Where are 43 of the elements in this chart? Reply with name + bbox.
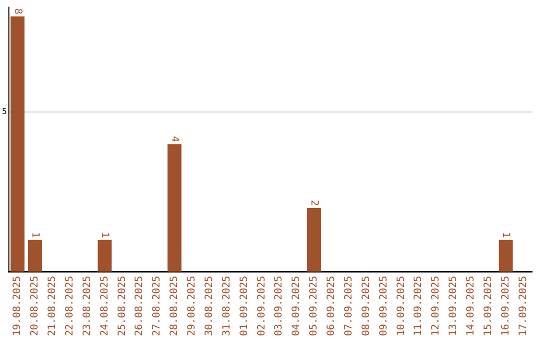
x-tick-label: 20.08.2025 xyxy=(30,276,41,336)
x-tick-label: 10.09.2025 xyxy=(396,276,407,336)
x-tick-label: 22.08.2025 xyxy=(64,276,76,336)
x-tick-label: 16.09.2025 xyxy=(500,276,512,336)
x-tick-label: 28.08.2025 xyxy=(169,276,180,336)
x-tick-label: 19.08.2025 xyxy=(12,276,24,336)
x-tick-label: 09.09.2025 xyxy=(378,276,390,336)
y-tick-label: 5 xyxy=(2,107,7,116)
x-tick-label: 29.08.2025 xyxy=(186,276,198,336)
x-tick-label: 11.09.2025 xyxy=(413,276,424,336)
x-tick-label: 21.08.2025 xyxy=(47,276,58,336)
x-tick-label: 30.08.2025 xyxy=(204,276,215,336)
x-tick-label: 14.09.2025 xyxy=(466,276,477,336)
bar xyxy=(28,240,42,272)
bar xyxy=(168,144,182,272)
x-tick-label: 03.09.2025 xyxy=(274,276,285,336)
data-label: 1 xyxy=(500,232,512,238)
x-tick-label: 17.09.2025 xyxy=(518,276,529,336)
x-tick-label: 13.09.2025 xyxy=(448,276,460,336)
x-tick-label: 27.08.2025 xyxy=(152,276,163,336)
bar xyxy=(498,240,513,272)
data-label: 2 xyxy=(308,200,320,206)
x-tick-label: 04.09.2025 xyxy=(291,276,302,336)
x-tick-label: 01.09.2025 xyxy=(238,276,250,336)
x-tick-label: 07.09.2025 xyxy=(343,276,354,336)
x-tick-label: 02.09.2025 xyxy=(256,276,268,336)
x-tick-label: 25.08.2025 xyxy=(116,276,128,336)
data-label: 8 xyxy=(12,8,23,14)
x-tick-label: 23.08.2025 xyxy=(82,276,93,336)
bar xyxy=(98,240,112,272)
x-tick-label: 31.08.2025 xyxy=(221,276,232,336)
x-tick-label: 15.09.2025 xyxy=(482,276,494,336)
data-label: 1 xyxy=(99,232,110,238)
x-tick-label: 05.09.2025 xyxy=(308,276,320,336)
data-label: 4 xyxy=(168,136,180,142)
bar xyxy=(10,16,25,272)
bar xyxy=(307,208,321,272)
data-label: 1 xyxy=(29,232,40,238)
x-tick-label: 06.09.2025 xyxy=(326,276,338,336)
x-tick-label: 24.08.2025 xyxy=(99,276,110,336)
x-tick-label: 08.09.2025 xyxy=(360,276,372,336)
x-tick-label: 12.09.2025 xyxy=(430,276,442,336)
x-tick-label: 26.08.2025 xyxy=(134,276,146,336)
